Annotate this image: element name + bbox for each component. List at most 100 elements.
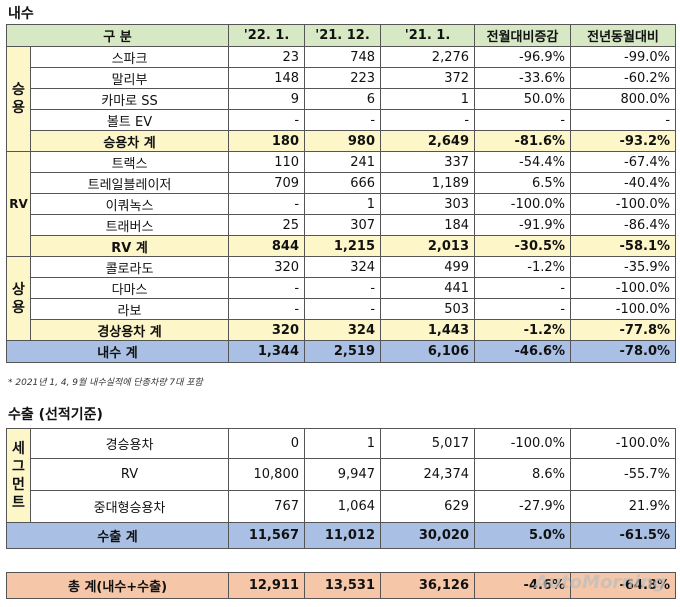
value-cell: 180 [228,130,306,152]
group-label-commercial: 상용 [6,256,31,341]
table-row: 승용 스파크 23 748 2,276 -96.9% -99.0% [6,46,677,152]
export-sales-table: 세그먼트 경승용차 0 1 5,017 -100.0% -100.0% RV 1… [6,428,676,549]
model-name: 트래버스 [29,214,230,236]
yoy-cell: -100.0% [570,428,676,459]
yoy-cell: -61.5% [570,522,676,549]
mom-cell: - [474,109,572,131]
table-row: 말리부 148 223 372 -33.6% -60.2% [7,67,677,89]
value-cell: 12,911 [228,572,305,599]
value-cell: 503 [380,298,476,320]
group-label-segment: 세그먼트 [6,428,31,523]
yoy-cell: -40.4% [570,172,677,194]
model-name: 라보 [29,298,230,320]
value-cell: 980 [304,130,382,152]
yoy-cell: - [570,109,677,131]
model-name: 트랙스 [29,151,230,173]
mom-cell: -4.6% [474,572,571,599]
value-cell: - [304,277,382,299]
export-section-title: 수출 (선적기준) [8,407,103,423]
value-cell: 110 [228,151,306,173]
mom-cell: - [474,277,572,299]
yoy-cell: -86.4% [570,214,677,236]
total-label: 내수 계 [5,340,230,363]
yoy-cell: -55.7% [570,458,676,491]
value-cell: 2,519 [304,340,382,363]
total-label: 수출 계 [6,522,229,549]
yoy-cell: 21.9% [570,490,676,523]
table-row: 트래버스 25 307 184 -91.9% -86.4% [7,214,677,236]
grand-total-label: 총 계(내수+수출) [6,572,229,599]
table-row: 카마로 SS 9 6 1 50.0% 800.0% [7,88,677,110]
table-row: 다마스 - - 441 - -100.0% [7,277,677,299]
value-cell: - [228,109,306,131]
header-dec-2021: '21. 12. [304,24,382,47]
value-cell: 320 [228,256,306,278]
mom-cell: -30.5% [474,235,572,257]
yoy-cell: -58.1% [570,235,677,257]
value-cell: 23 [228,46,306,68]
subtotal-label: 경상용차 계 [29,319,230,341]
value-cell: - [228,193,306,215]
domestic-total-row: 내수 계 1,344 2,519 6,106 -46.6% -78.0% [5,340,677,363]
mom-cell: 50.0% [474,88,572,110]
yoy-cell: -78.0% [570,340,677,363]
value-cell: 1,215 [304,235,382,257]
value-cell: - [380,109,476,131]
value-cell: 324 [304,256,382,278]
value-cell: - [228,277,306,299]
value-cell: 9 [228,88,306,110]
group-label-rv: RV [6,151,31,257]
segment-name: 중대형승용차 [30,490,229,523]
yoy-cell: -100.0% [570,193,677,215]
value-cell: 36,126 [380,572,475,599]
mom-cell: -91.9% [474,214,572,236]
table-row: RV 트랙스 110 241 337 -54.4% -67.4% [6,151,677,257]
value-cell: - [228,298,306,320]
value-cell: 629 [380,490,475,523]
value-cell: 2,013 [380,235,476,257]
yoy-cell: -93.2% [570,130,677,152]
value-cell: 24,374 [380,458,475,491]
mom-cell: -96.9% [474,46,572,68]
value-cell: 303 [380,193,476,215]
yoy-cell: -67.4% [570,151,677,173]
mom-cell: -27.9% [474,490,571,523]
value-cell: 1,443 [380,319,476,341]
value-cell: 6 [304,88,382,110]
model-name: 콜로라도 [29,256,230,278]
table-row: 중대형승용차 767 1,064 629 -27.9% 21.9% [7,490,676,523]
value-cell: 666 [304,172,382,194]
yoy-cell: -60.2% [570,67,677,89]
value-cell: 1 [380,88,476,110]
subtotal-row: 경상용차 계 320 324 1,443 -1.2% -77.8% [7,319,677,341]
yoy-cell: -100.0% [570,277,677,299]
value-cell: 2,276 [380,46,476,68]
value-cell: 1,064 [304,490,381,523]
value-cell: 25 [228,214,306,236]
yoy-cell: -35.9% [570,256,677,278]
value-cell: 844 [228,235,306,257]
value-cell: - [304,109,382,131]
model-name: 다마스 [29,277,230,299]
footnote: * 2021년 1, 4, 9월 내수실적에 단종차량 7대 포함 [8,378,203,388]
header-category: 구 분 [5,24,230,47]
table-row: 라보 - - 503 - -100.0% [7,298,677,320]
mom-cell: -81.6% [474,130,572,152]
table-row: 이쿼녹스 - 1 303 -100.0% -100.0% [7,193,677,215]
value-cell: - [304,298,382,320]
mom-cell: -1.2% [474,256,572,278]
value-cell: 11,012 [304,522,381,549]
value-cell: 241 [304,151,382,173]
table-row: 세그먼트 경승용차 0 1 5,017 -100.0% -100.0% [6,428,676,523]
group-label-passenger: 승용 [6,46,31,152]
mom-cell: -100.0% [474,428,571,459]
header-yoy-change: 전년동월대비 [570,24,677,47]
value-cell: 148 [228,67,306,89]
mom-cell: -46.6% [474,340,572,363]
value-cell: 1,344 [228,340,306,363]
value-cell: 320 [228,319,306,341]
value-cell: 441 [380,277,476,299]
grand-total-table: 총 계(내수+수출) 12,911 13,531 36,126 -4.6% -6… [6,572,676,599]
table-row: 볼트 EV - - - - - [7,109,677,131]
value-cell: 1 [304,428,381,459]
